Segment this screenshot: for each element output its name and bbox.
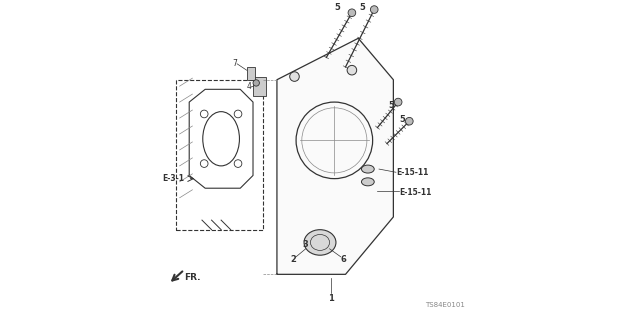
Ellipse shape <box>304 230 336 255</box>
Polygon shape <box>277 38 394 274</box>
Circle shape <box>371 6 378 13</box>
Bar <box>246 67 255 80</box>
Ellipse shape <box>362 178 374 186</box>
Circle shape <box>347 65 356 75</box>
Ellipse shape <box>362 165 374 173</box>
Circle shape <box>290 72 300 81</box>
Text: 4: 4 <box>246 82 252 91</box>
Circle shape <box>253 80 259 86</box>
Text: 1: 1 <box>328 294 334 303</box>
Text: E-3-1: E-3-1 <box>163 174 184 183</box>
Text: FR.: FR. <box>184 273 201 282</box>
Circle shape <box>394 98 402 106</box>
Bar <box>177 80 262 230</box>
Text: TS84E0101: TS84E0101 <box>425 302 465 308</box>
Circle shape <box>348 9 356 17</box>
Text: 2: 2 <box>290 256 296 264</box>
Text: 5: 5 <box>335 4 340 12</box>
Text: E-15-11: E-15-11 <box>397 168 429 177</box>
Text: 7: 7 <box>232 59 237 68</box>
Text: 5: 5 <box>359 4 365 12</box>
Bar <box>253 77 266 96</box>
Text: 5: 5 <box>400 115 406 124</box>
Text: 5: 5 <box>388 101 394 110</box>
Text: 3: 3 <box>303 240 308 249</box>
Text: E-15-11: E-15-11 <box>400 189 432 197</box>
Text: 6: 6 <box>341 256 347 264</box>
Circle shape <box>406 117 413 125</box>
